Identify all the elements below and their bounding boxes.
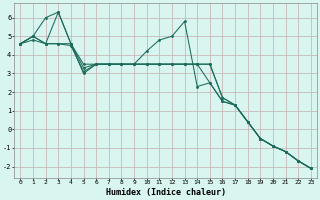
- X-axis label: Humidex (Indice chaleur): Humidex (Indice chaleur): [106, 188, 226, 197]
